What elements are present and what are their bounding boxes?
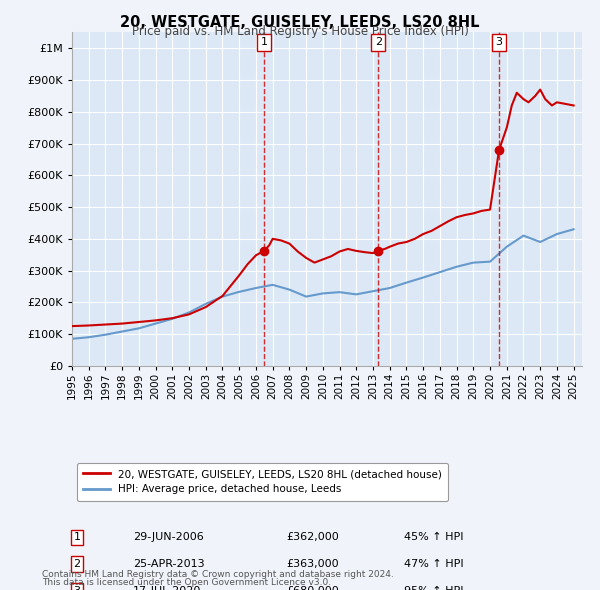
Text: 3: 3 [496, 37, 503, 47]
Text: 95% ↑ HPI: 95% ↑ HPI [404, 586, 463, 590]
Text: 45% ↑ HPI: 45% ↑ HPI [404, 533, 463, 542]
Text: 3: 3 [74, 586, 80, 590]
Text: 17-JUL-2020: 17-JUL-2020 [133, 586, 202, 590]
Text: Contains HM Land Registry data © Crown copyright and database right 2024.: Contains HM Land Registry data © Crown c… [42, 571, 394, 579]
Text: 25-APR-2013: 25-APR-2013 [133, 559, 205, 569]
Text: 1: 1 [260, 37, 268, 47]
Text: £363,000: £363,000 [286, 559, 339, 569]
Text: 1: 1 [74, 533, 80, 542]
Text: 29-JUN-2006: 29-JUN-2006 [133, 533, 204, 542]
Text: 2: 2 [375, 37, 382, 47]
Text: 47% ↑ HPI: 47% ↑ HPI [404, 559, 463, 569]
Text: 20, WESTGATE, GUISELEY, LEEDS, LS20 8HL: 20, WESTGATE, GUISELEY, LEEDS, LS20 8HL [120, 15, 480, 30]
Text: This data is licensed under the Open Government Licence v3.0.: This data is licensed under the Open Gov… [42, 578, 331, 587]
Text: Price paid vs. HM Land Registry's House Price Index (HPI): Price paid vs. HM Land Registry's House … [131, 25, 469, 38]
Text: £362,000: £362,000 [286, 533, 339, 542]
Text: £680,000: £680,000 [286, 586, 339, 590]
Legend: 20, WESTGATE, GUISELEY, LEEDS, LS20 8HL (detached house), HPI: Average price, de: 20, WESTGATE, GUISELEY, LEEDS, LS20 8HL … [77, 463, 448, 500]
Text: 2: 2 [74, 559, 80, 569]
